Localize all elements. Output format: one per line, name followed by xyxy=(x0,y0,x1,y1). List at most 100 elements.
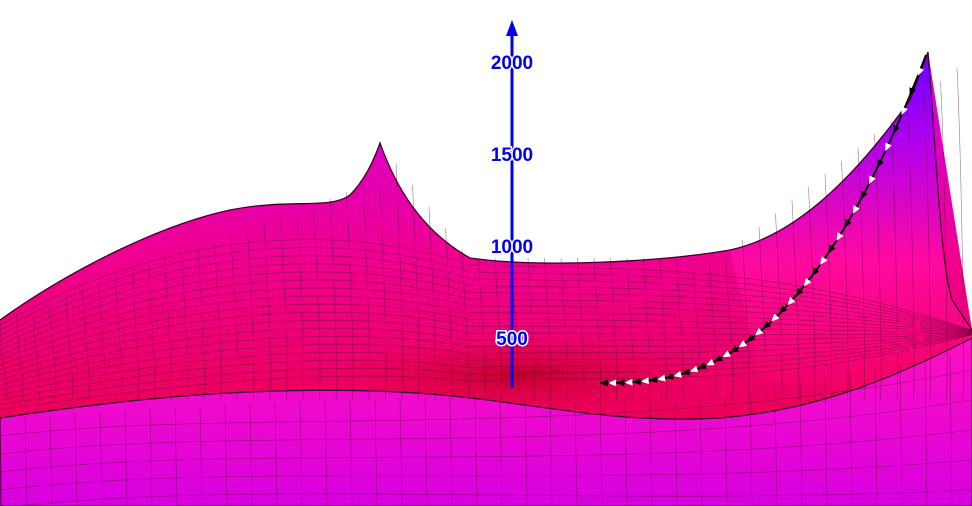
mesh-line xyxy=(399,398,403,506)
mesh-line xyxy=(791,200,799,401)
surface-right-peak xyxy=(730,52,972,400)
mesh-line xyxy=(0,333,972,401)
mesh-line xyxy=(24,416,28,506)
surface-front-wall xyxy=(0,337,972,506)
mesh-line xyxy=(0,311,972,371)
mesh-line xyxy=(379,180,387,401)
mesh-line xyxy=(349,400,353,506)
descent-arrow xyxy=(787,296,796,306)
descent-arrow xyxy=(779,305,788,314)
descent-arrow xyxy=(811,267,820,276)
descent-arrow xyxy=(681,368,691,376)
mesh-line xyxy=(0,334,972,406)
mesh-line xyxy=(0,319,972,376)
mesh-line xyxy=(0,239,972,331)
mesh-line xyxy=(649,400,653,506)
descent-arrow xyxy=(803,277,812,287)
mesh-line xyxy=(181,253,189,401)
mesh-line xyxy=(544,257,552,401)
z-axis-arrowhead xyxy=(506,20,518,36)
mesh-line xyxy=(0,319,7,401)
mesh-line xyxy=(299,401,303,506)
mesh-line xyxy=(774,387,778,506)
descent-arrow xyxy=(836,232,844,241)
mesh-line xyxy=(49,301,57,401)
descent-arrow xyxy=(648,376,658,383)
mesh-line xyxy=(274,402,278,506)
mesh-line xyxy=(692,257,700,401)
mesh-line xyxy=(923,94,931,401)
mesh-line xyxy=(0,429,972,473)
mesh-line xyxy=(593,257,601,401)
descent-arrow xyxy=(730,345,740,353)
mesh-line xyxy=(626,257,634,401)
mesh-line xyxy=(643,257,651,401)
mesh-line xyxy=(478,257,486,401)
descent-arrow xyxy=(705,358,715,366)
mesh-line xyxy=(395,163,403,401)
descent-arrow xyxy=(746,334,756,342)
mesh-line xyxy=(841,160,849,401)
mesh-line xyxy=(610,257,618,401)
mesh-line xyxy=(461,249,469,401)
mesh-line xyxy=(527,257,535,401)
mesh-line xyxy=(247,228,255,401)
z-tick-label-1000: 1000 xyxy=(491,237,533,258)
descent-arrow xyxy=(722,350,731,358)
mesh-line xyxy=(808,187,816,401)
mesh-line xyxy=(524,398,528,506)
descent-arrow xyxy=(852,205,860,214)
z-tick-label-500: 500 xyxy=(496,329,528,350)
mesh-line xyxy=(374,399,378,506)
mesh-line xyxy=(32,307,40,401)
mesh-line xyxy=(924,359,928,506)
mesh-line xyxy=(907,107,915,401)
descent-arrow xyxy=(795,287,804,297)
mesh-line xyxy=(230,234,238,401)
descent-arrow xyxy=(901,106,908,116)
descent-arrow xyxy=(600,379,609,387)
mesh-line xyxy=(0,303,972,366)
descent-arrow xyxy=(877,159,884,169)
mesh-line xyxy=(224,405,228,506)
mesh-line xyxy=(577,257,585,401)
mesh-line xyxy=(824,377,828,506)
mesh-line xyxy=(599,398,603,506)
mesh-line xyxy=(874,134,882,401)
mesh-line xyxy=(725,257,733,401)
mesh-line xyxy=(0,399,972,455)
descent-arrow xyxy=(860,190,868,200)
descent-path xyxy=(599,54,927,387)
mesh-line xyxy=(724,396,728,506)
mesh-line xyxy=(499,397,503,506)
mesh-line xyxy=(742,239,750,401)
descent-arrow xyxy=(632,378,641,386)
mesh-line xyxy=(412,185,420,401)
descent-arrow xyxy=(673,370,682,378)
mesh-line xyxy=(0,333,972,391)
mesh-line xyxy=(329,198,337,401)
mesh-line xyxy=(98,283,106,401)
mesh-line xyxy=(874,368,878,506)
descent-arrow xyxy=(714,354,723,362)
mesh-line xyxy=(899,363,903,506)
mesh-line xyxy=(445,228,453,401)
z-tick-label-2000: 2000 xyxy=(491,53,533,74)
mesh-line xyxy=(0,333,972,396)
mesh-line xyxy=(449,398,453,506)
mesh-line xyxy=(148,265,156,401)
mesh-line xyxy=(0,417,3,506)
mesh-line xyxy=(263,222,271,401)
mesh-line xyxy=(0,247,972,331)
mesh-line xyxy=(659,257,667,401)
descent-arrow xyxy=(616,379,625,387)
surface-mesh xyxy=(0,68,972,506)
mesh-line xyxy=(346,192,354,401)
mesh-line xyxy=(0,287,972,356)
mesh-line xyxy=(82,289,90,401)
z-axis: 500 1000 1500 2000 xyxy=(489,20,535,388)
mesh-line xyxy=(197,247,205,401)
mesh-line xyxy=(0,263,972,341)
mesh-line xyxy=(857,147,865,401)
